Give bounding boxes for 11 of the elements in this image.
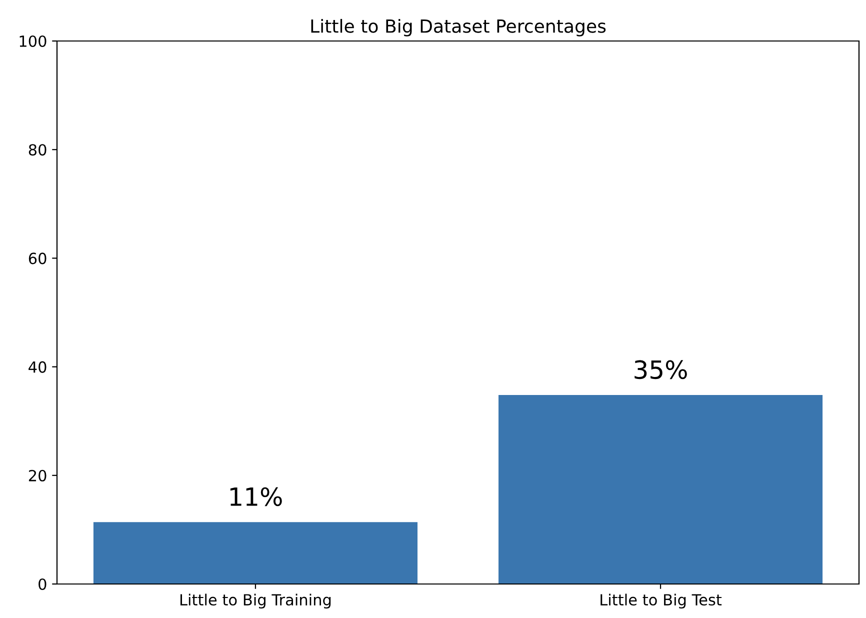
x-tick-label: Little to Big Test — [600, 594, 722, 609]
y-tick-label: 60 — [28, 252, 46, 264]
y-tick-label: 20 — [28, 470, 46, 482]
y-tick-label: 80 — [28, 144, 46, 156]
chart-title: Little to Big Dataset Percentages — [311, 18, 606, 36]
y-tick-label: 0 — [38, 578, 46, 590]
y-tick-label: 40 — [28, 361, 46, 373]
data-label: 35% — [634, 360, 687, 380]
x-tick-label: Little to Big Training — [180, 594, 331, 609]
y-tick-label: 100 — [20, 35, 46, 48]
data-label: 11% — [230, 487, 282, 506]
